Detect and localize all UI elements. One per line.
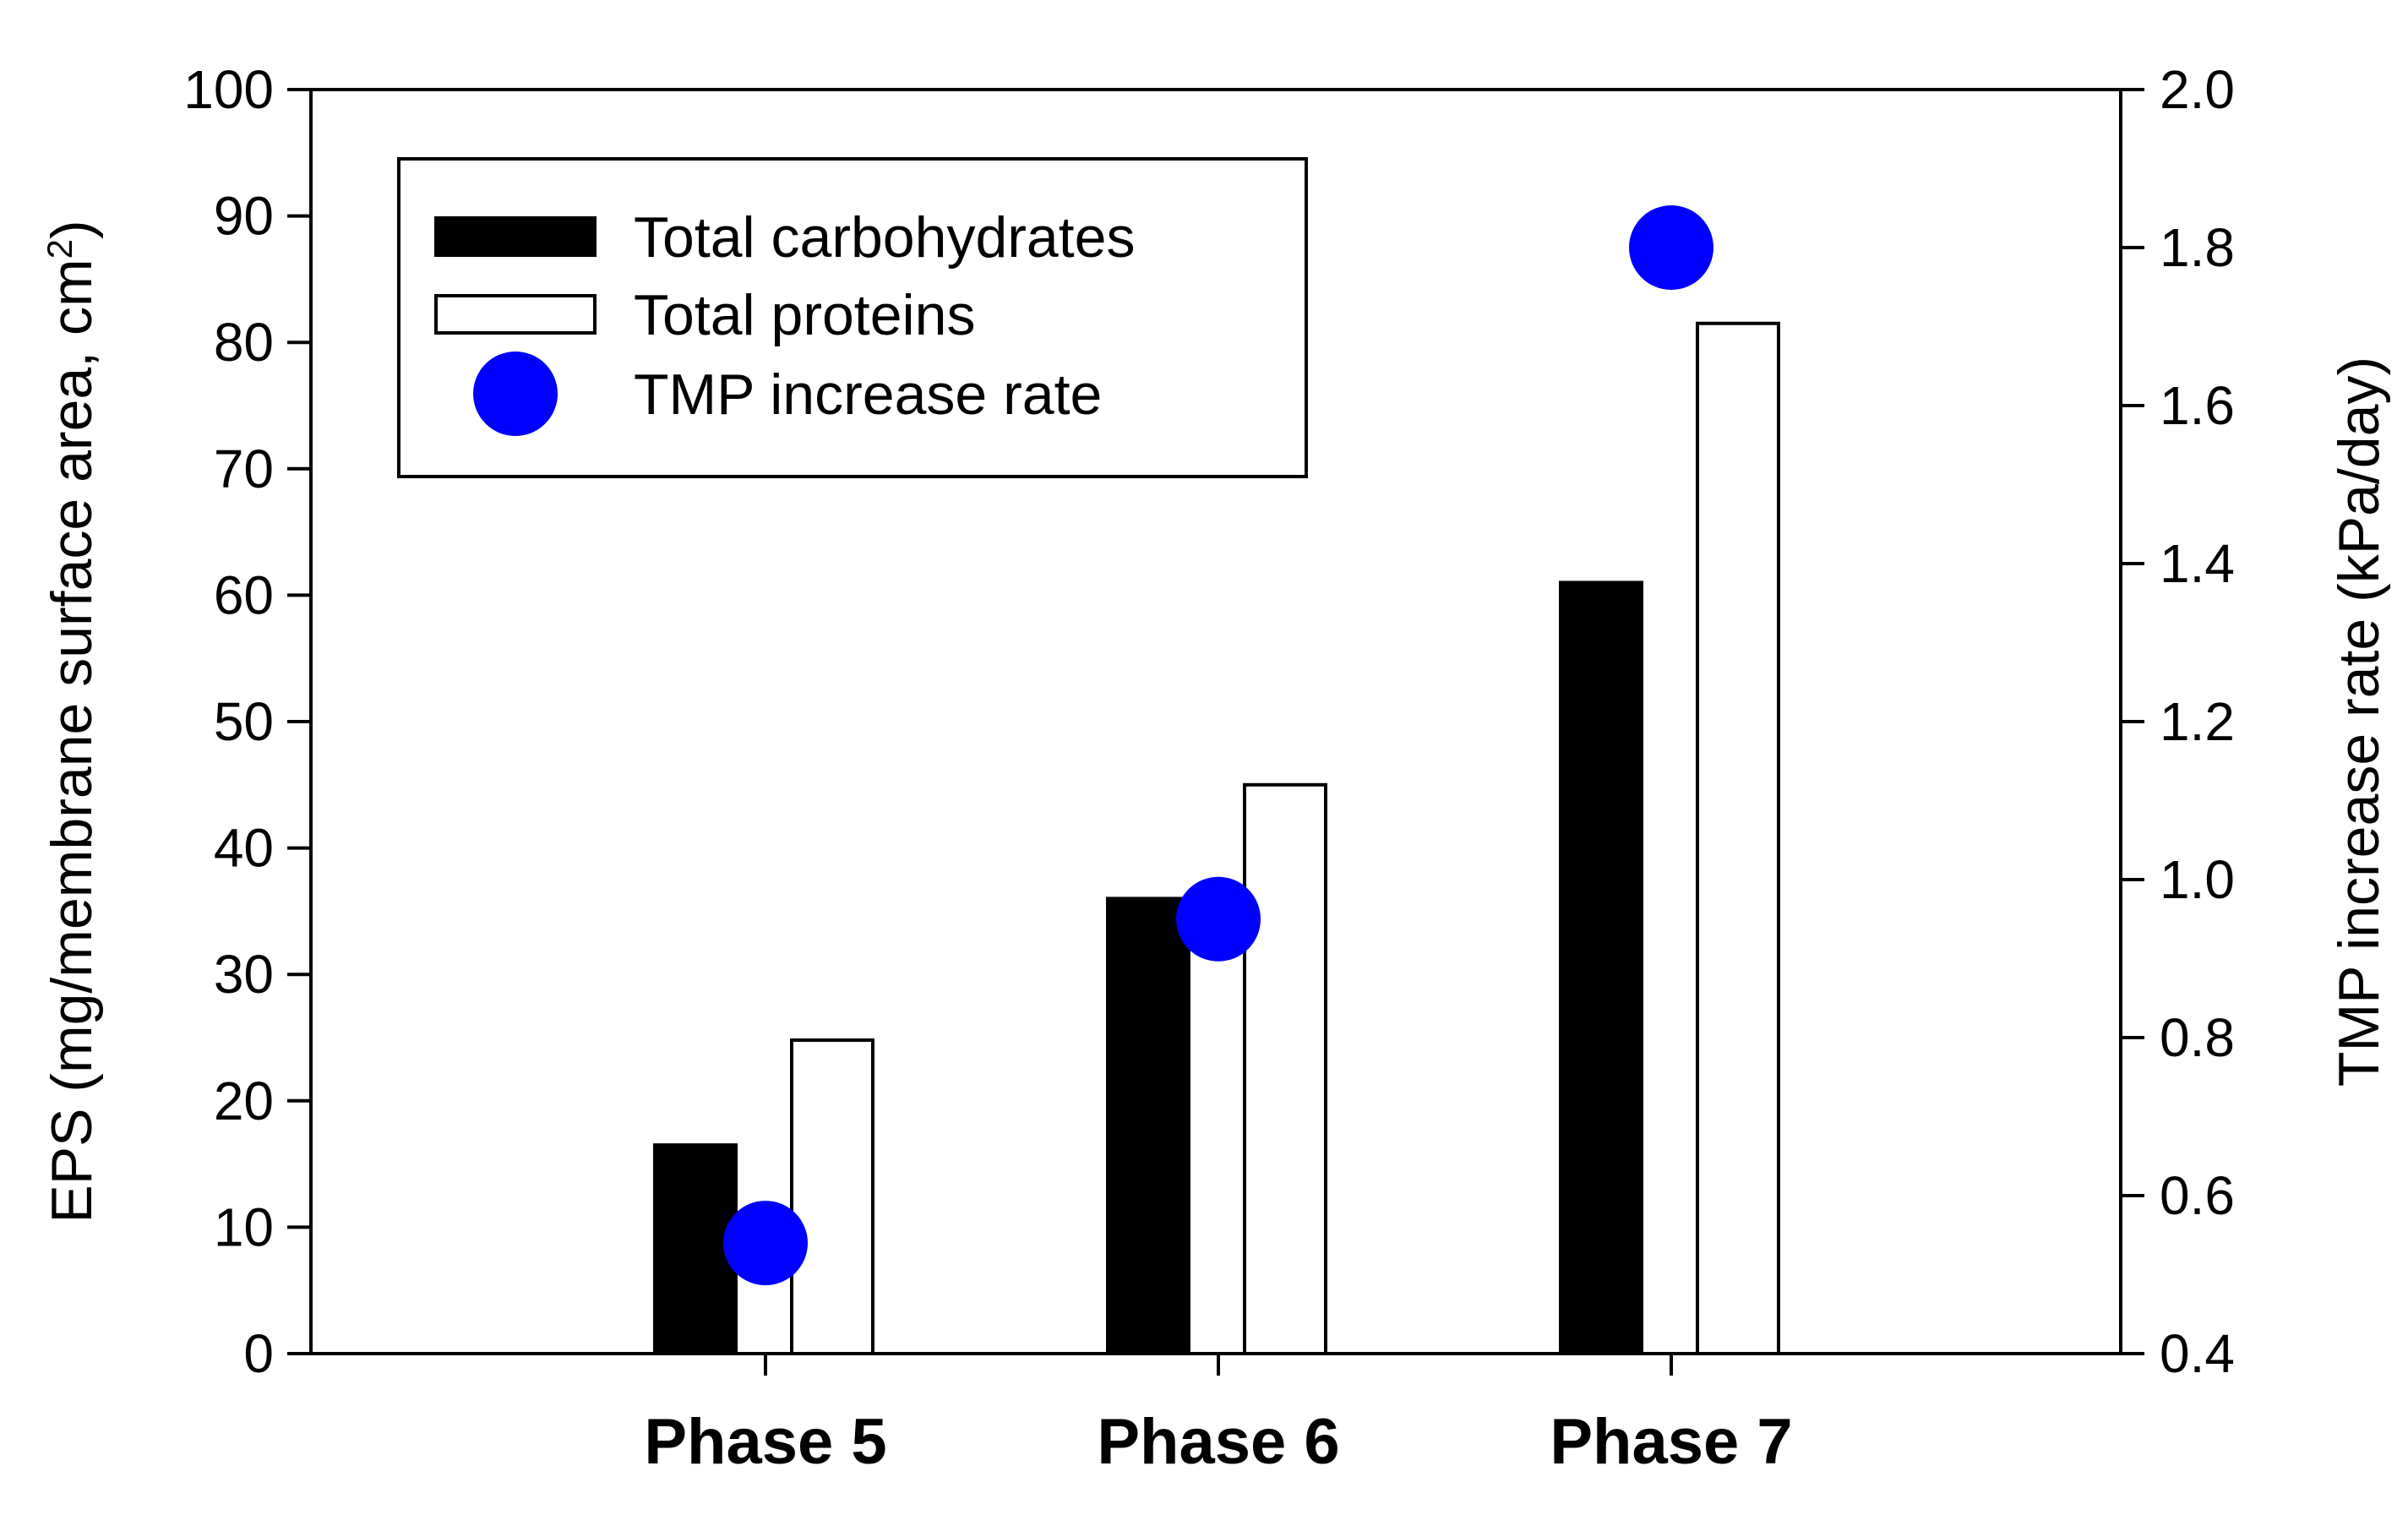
legend-label: Total carbohydrates xyxy=(634,205,1135,270)
point-tmp-increase-rate xyxy=(723,1201,808,1286)
legend: Total carbohydrates Total proteins TMP inc… xyxy=(397,157,1308,478)
legend-label: Total proteins xyxy=(634,283,975,347)
y-right-tick-label: 1.2 xyxy=(2160,691,2235,752)
bar-total-carbohydrates xyxy=(1559,580,1643,1355)
bar-total-proteins xyxy=(1696,321,1780,1355)
y-axis-left-title: EPS (mg/membrane surface area, cm2) xyxy=(40,220,105,1223)
y-left-tick-label: 10 xyxy=(214,1196,274,1257)
y-left-tick-label: 100 xyxy=(183,59,274,120)
legend-item: Total carbohydrates xyxy=(434,205,1135,270)
y-left-tick-label: 0 xyxy=(243,1323,274,1384)
y-left-tick-label: 50 xyxy=(214,691,274,752)
y-left-tick-label: 80 xyxy=(214,312,274,373)
y-right-tick-label: 0.4 xyxy=(2160,1323,2235,1384)
y-left-tick-label: 40 xyxy=(214,818,274,879)
axes-layer: 0 10 20 30 40 50 60 70 80 90 100 0.4 0.6 0.8 1.0 1.2 1.4… xyxy=(183,59,2235,1478)
y-axis-right-title: TMP increase rate (kPa/day) xyxy=(2327,357,2391,1087)
bar-total-carbohydrates xyxy=(1106,896,1190,1355)
y-left-tick-label: 70 xyxy=(214,439,274,499)
y-left-tick-label: 60 xyxy=(214,564,274,625)
y-right-tick-label: 1.0 xyxy=(2160,849,2235,910)
legend-item: TMP increase rate xyxy=(473,352,1102,436)
y-left-tick-label: 90 xyxy=(214,186,274,247)
bar-total-proteins xyxy=(1243,782,1327,1355)
y-right-tick-label: 2.0 xyxy=(2160,59,2235,120)
y-right-tick-label: 0.8 xyxy=(2160,1007,2235,1068)
x-category-label: Phase 5 xyxy=(644,1406,886,1478)
y-right-tick-label: 1.4 xyxy=(2160,533,2235,594)
legend-swatch xyxy=(434,216,597,257)
point-tmp-increase-rate xyxy=(1629,205,1713,290)
points-layer xyxy=(723,205,1713,1286)
x-category-label: Phase 6 xyxy=(1097,1406,1339,1478)
y-left-tick-label: 30 xyxy=(214,944,274,1005)
y-right-tick-label: 0.6 xyxy=(2160,1165,2235,1226)
legend-item: Total proteins xyxy=(434,283,975,347)
x-category-label: Phase 7 xyxy=(1550,1406,1792,1478)
y-right-tick-label: 1.6 xyxy=(2160,375,2235,436)
y-right-tick-label: 1.8 xyxy=(2160,217,2235,278)
y-left-tick-label: 20 xyxy=(214,1071,274,1131)
legend-swatch xyxy=(473,352,558,436)
legend-label: TMP increase rate xyxy=(634,362,1102,427)
bars-layer xyxy=(653,321,1780,1356)
point-tmp-increase-rate xyxy=(1176,876,1261,962)
bar-total-carbohydrates xyxy=(653,1143,738,1356)
legend-swatch xyxy=(434,294,597,335)
bar-total-proteins xyxy=(790,1038,874,1355)
